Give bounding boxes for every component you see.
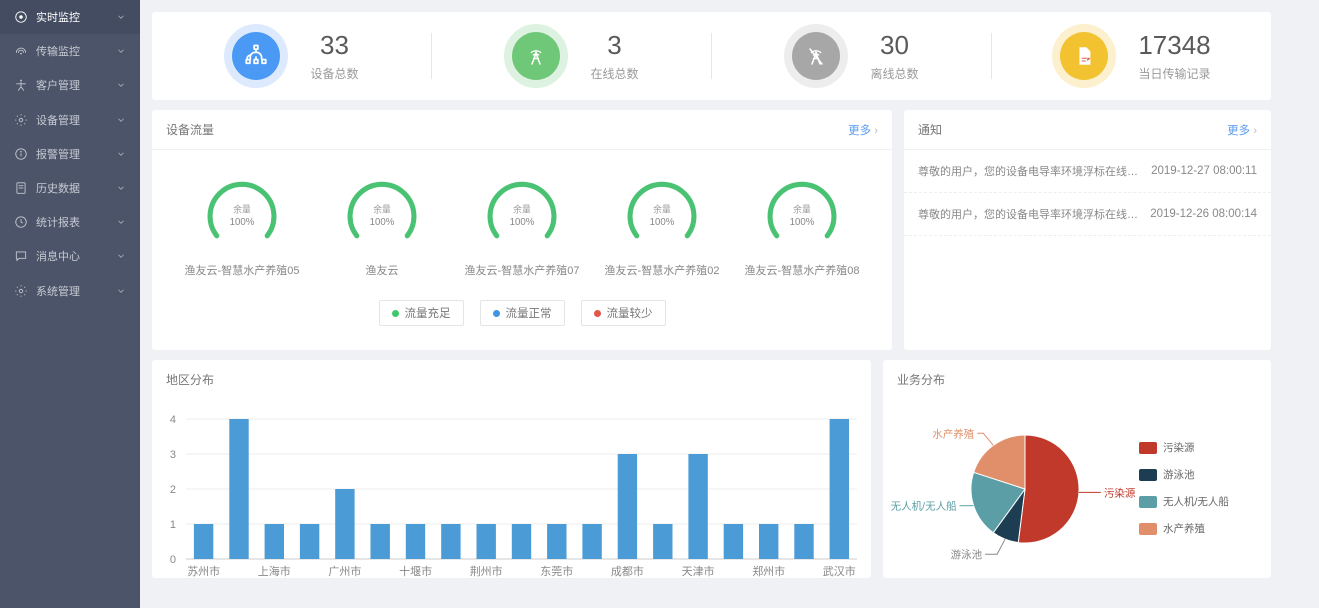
svg-text:余量: 余量 [793, 203, 811, 214]
svg-text:上海市: 上海市 [258, 564, 291, 578]
svg-text:广州市: 广州市 [328, 564, 361, 578]
svg-text:4: 4 [170, 414, 176, 426]
svg-text:100%: 100% [230, 217, 255, 228]
svg-text:天津市: 天津市 [682, 564, 715, 578]
svg-text:1: 1 [170, 519, 176, 531]
svg-text:100%: 100% [790, 217, 815, 228]
svg-text:100%: 100% [370, 217, 395, 228]
svg-text:2: 2 [170, 484, 176, 496]
svg-text:余量: 余量 [653, 203, 671, 214]
svg-text:郑州市: 郑州市 [752, 564, 785, 578]
svg-text:游泳池: 游泳池 [951, 548, 983, 561]
svg-text:余量: 余量 [373, 203, 391, 214]
svg-text:成都市: 成都市 [611, 564, 644, 578]
svg-text:污染源: 污染源 [1104, 486, 1136, 499]
svg-text:余量: 余量 [513, 203, 531, 214]
svg-text:100%: 100% [510, 217, 535, 228]
svg-text:水产养殖: 水产养殖 [932, 427, 974, 440]
svg-text:余量: 余量 [233, 203, 251, 214]
svg-text:十堰市: 十堰市 [399, 564, 432, 578]
svg-text:0: 0 [170, 554, 176, 566]
svg-text:荆州市: 荆州市 [470, 564, 503, 578]
svg-text:东莞市: 东莞市 [540, 564, 573, 578]
svg-text:武汉市: 武汉市 [823, 564, 856, 578]
svg-text:无人机/无人船: 无人机/无人船 [891, 499, 957, 512]
svg-text:3: 3 [170, 449, 176, 461]
svg-text:苏州市: 苏州市 [187, 564, 220, 578]
svg-text:100%: 100% [650, 217, 675, 228]
